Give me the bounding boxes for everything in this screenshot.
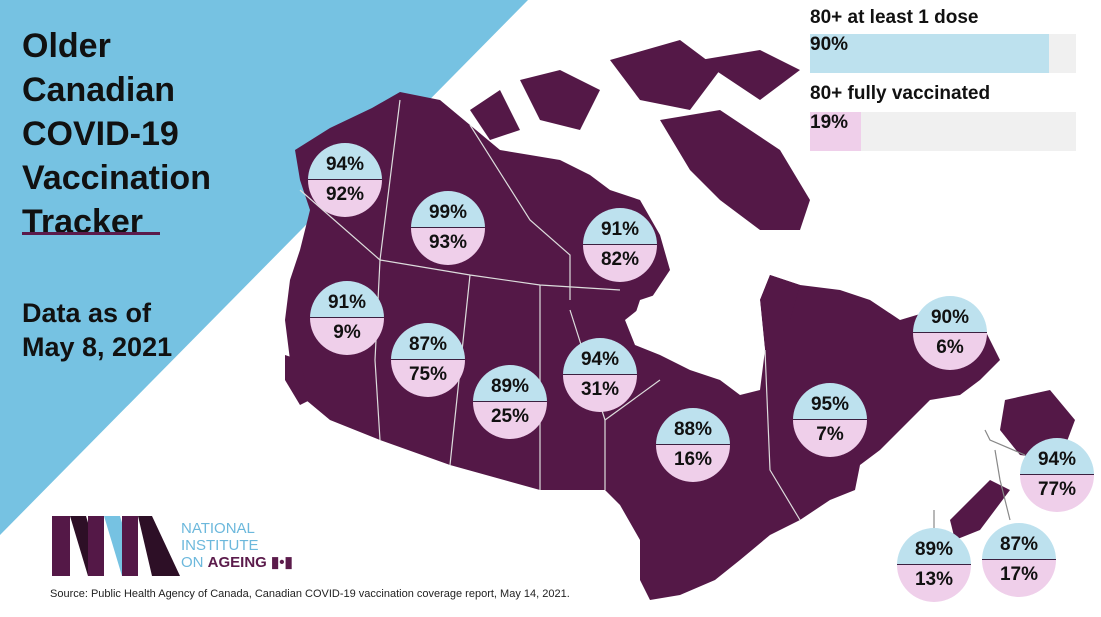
fully-vaccinated-bar: 19% xyxy=(810,112,1076,151)
baffin-island xyxy=(660,110,810,230)
region-badge: 94% 31% xyxy=(563,338,637,412)
region-badge: 94% 77% xyxy=(1020,438,1094,512)
arctic-island xyxy=(520,70,600,130)
region-badge: 91% 9% xyxy=(310,281,384,355)
nova-scotia xyxy=(950,480,1010,540)
logo-ageing: AGEING xyxy=(207,554,267,571)
one-dose-value: 90% xyxy=(810,34,849,55)
source-note: Source: Public Health Agency of Canada, … xyxy=(50,588,570,600)
vancouver-island xyxy=(285,355,310,405)
mainland xyxy=(285,92,1000,600)
region-badge: 87% 17% xyxy=(982,523,1056,597)
fully-vaccinated-value: 19% xyxy=(810,112,849,133)
fully-vaccinated-bar-fill xyxy=(810,112,861,151)
arctic-island xyxy=(470,90,520,140)
page-title: Older Canadian COVID-19 Vaccination Trac… xyxy=(22,27,211,241)
region-badge: 99% 93% xyxy=(411,191,485,265)
one-dose-pct: 91% xyxy=(583,208,657,245)
hudson-bay-east-shore xyxy=(760,275,800,330)
logo-on: ON xyxy=(181,554,208,571)
logo-line: INSTITUTE xyxy=(181,537,259,554)
hudson-bay xyxy=(630,280,765,380)
logo-line: ON AGEING ▮•▮ xyxy=(181,554,293,571)
region-badge: 87% 75% xyxy=(391,323,465,397)
region-badge: 89% 13% xyxy=(897,528,971,602)
region-badge: 95% 7% xyxy=(793,383,867,457)
one-dose-bar-fill xyxy=(810,34,1050,73)
region-badge: 89% 25% xyxy=(473,365,547,439)
one-dose-bar: 90% xyxy=(810,34,1076,73)
region-badge: 90% 6% xyxy=(913,296,987,370)
logo-line: NATIONAL xyxy=(181,520,255,537)
data-date: Data as of May 8, 2021 xyxy=(22,298,173,362)
title-strikethrough xyxy=(22,232,160,235)
region-badge: 91% 82% xyxy=(583,208,657,282)
fully-vaccinated-label: 80+ fully vaccinated xyxy=(810,83,991,104)
nia-logo-text: NATIONAL INSTITUTE ON AGEING ▮•▮ xyxy=(181,520,293,571)
one-dose-label: 80+ at least 1 dose xyxy=(810,7,979,28)
canada-flag-icon: ▮•▮ xyxy=(271,554,293,571)
region-badge: 88% 16% xyxy=(656,408,730,482)
one-dose-pct: 89% xyxy=(897,528,971,565)
nia-logo-mark xyxy=(52,516,180,576)
region-badge: 94% 92% xyxy=(308,143,382,217)
arctic-island xyxy=(610,40,720,110)
arctic-island xyxy=(700,50,800,100)
